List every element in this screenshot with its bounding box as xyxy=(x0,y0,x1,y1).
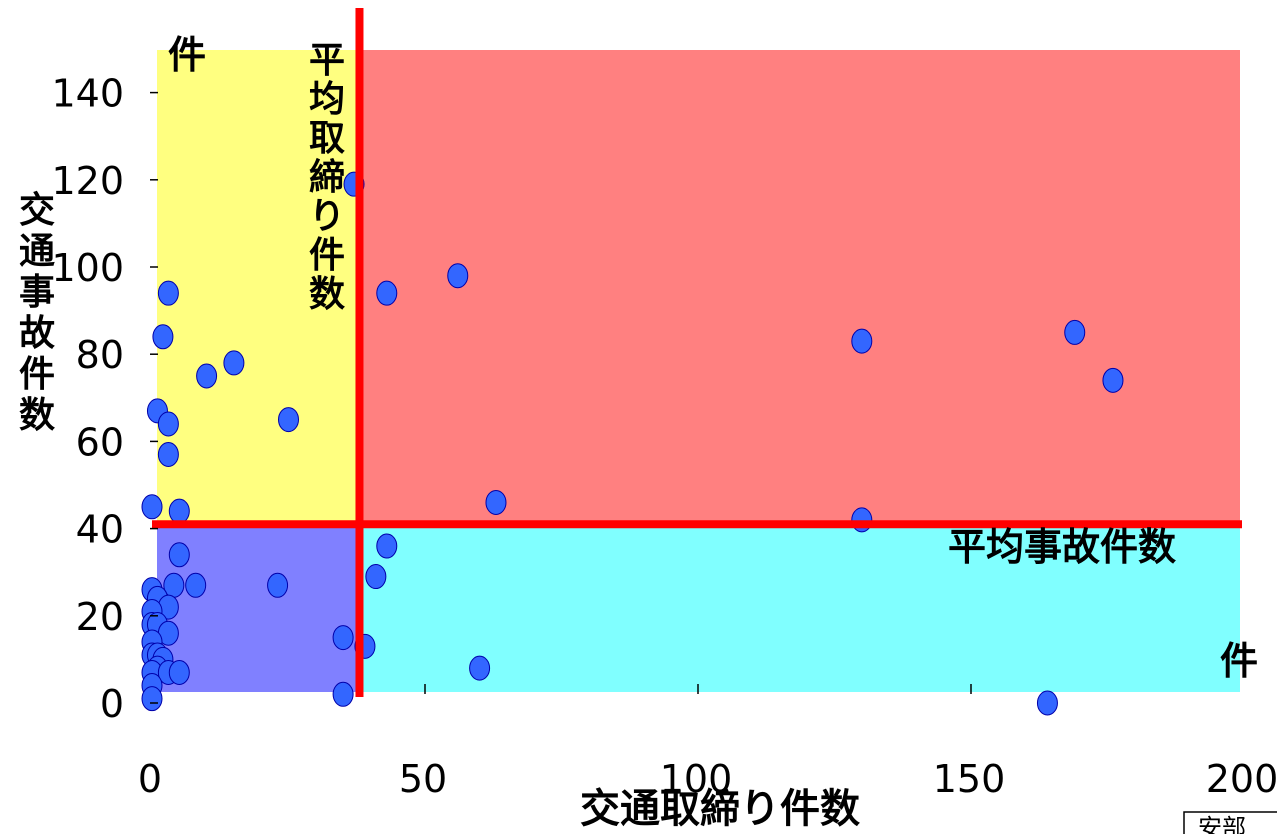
vertical-char: 件 xyxy=(309,235,345,276)
x-tick-label: 150 xyxy=(933,757,1006,801)
x-unit-label: 件 xyxy=(1220,639,1258,683)
data-point xyxy=(278,407,299,433)
data-point xyxy=(223,350,245,376)
y-tick-label: 120 xyxy=(51,159,124,203)
data-point xyxy=(376,533,398,559)
data-point xyxy=(168,542,190,568)
x-axis-ticks xyxy=(424,684,972,694)
vertical-char: 通 xyxy=(19,231,55,272)
avg-accidents-label: 平均事故件数 xyxy=(948,525,1176,569)
y-tick-label: 100 xyxy=(51,246,124,290)
y-unit-label: 件 xyxy=(168,33,206,77)
vertical-char: 取 xyxy=(309,118,345,159)
footer-text: 安部 xyxy=(1198,814,1246,834)
x-axis-tick-labels: 0 50 100 150 200 xyxy=(138,757,1277,801)
data-point xyxy=(1036,690,1058,716)
quadrant-top-right xyxy=(359,50,1241,525)
data-point xyxy=(332,625,354,651)
y-tick-label: 60 xyxy=(76,420,124,464)
vertical-char: 数 xyxy=(309,274,345,315)
data-point xyxy=(157,280,179,306)
vertical-char: 交 xyxy=(19,189,55,231)
data-point xyxy=(447,263,469,289)
y-tick-label: 80 xyxy=(76,333,124,377)
data-point xyxy=(1064,319,1086,345)
data-point xyxy=(332,681,354,707)
x-tick-label: 50 xyxy=(399,757,447,801)
y-tick-label: 0 xyxy=(100,682,124,726)
data-point xyxy=(185,572,207,598)
data-point xyxy=(365,564,387,590)
quadrant-bottom-right xyxy=(359,524,1241,692)
data-point xyxy=(157,411,179,437)
quadrant-backgrounds xyxy=(157,50,1241,692)
data-point xyxy=(851,507,873,533)
x-tick-label: 200 xyxy=(1206,757,1277,801)
vertical-char: 平 xyxy=(309,40,345,81)
y-tick-label: 20 xyxy=(76,595,124,639)
data-point xyxy=(196,363,218,389)
average-lines xyxy=(152,8,1242,697)
vertical-char: 数 xyxy=(19,395,55,436)
data-point xyxy=(141,686,163,712)
quadrant-top-left xyxy=(157,50,360,525)
vertical-char: 締 xyxy=(309,157,345,198)
vertical-char: 均 xyxy=(309,79,345,120)
data-point xyxy=(851,328,873,354)
data-point xyxy=(152,324,174,350)
data-point xyxy=(141,494,163,520)
y-axis-ticks: 0 20 40 60 80 100 120 140 xyxy=(51,72,158,726)
vertical-char: 件 xyxy=(19,354,55,395)
data-point xyxy=(1102,367,1124,393)
data-point xyxy=(168,659,190,685)
y-tick-label: 140 xyxy=(51,72,124,116)
quadrant-bottom-left xyxy=(157,524,360,692)
data-point xyxy=(168,498,190,524)
vertical-char: り xyxy=(309,196,345,237)
vertical-char: 事 xyxy=(19,272,55,313)
x-tick-label: 100 xyxy=(660,757,733,801)
data-point xyxy=(157,441,179,467)
data-point xyxy=(267,572,289,598)
x-axis-title: 交通取締り件数 xyxy=(580,786,860,832)
data-points xyxy=(141,171,1124,716)
vertical-char: 故 xyxy=(19,313,55,354)
footer-box xyxy=(1183,811,1277,834)
y-tick-label: 40 xyxy=(76,508,124,552)
data-point xyxy=(376,280,398,306)
data-point xyxy=(469,655,491,681)
data-point xyxy=(485,489,507,515)
x-tick-label: 0 xyxy=(138,757,162,801)
